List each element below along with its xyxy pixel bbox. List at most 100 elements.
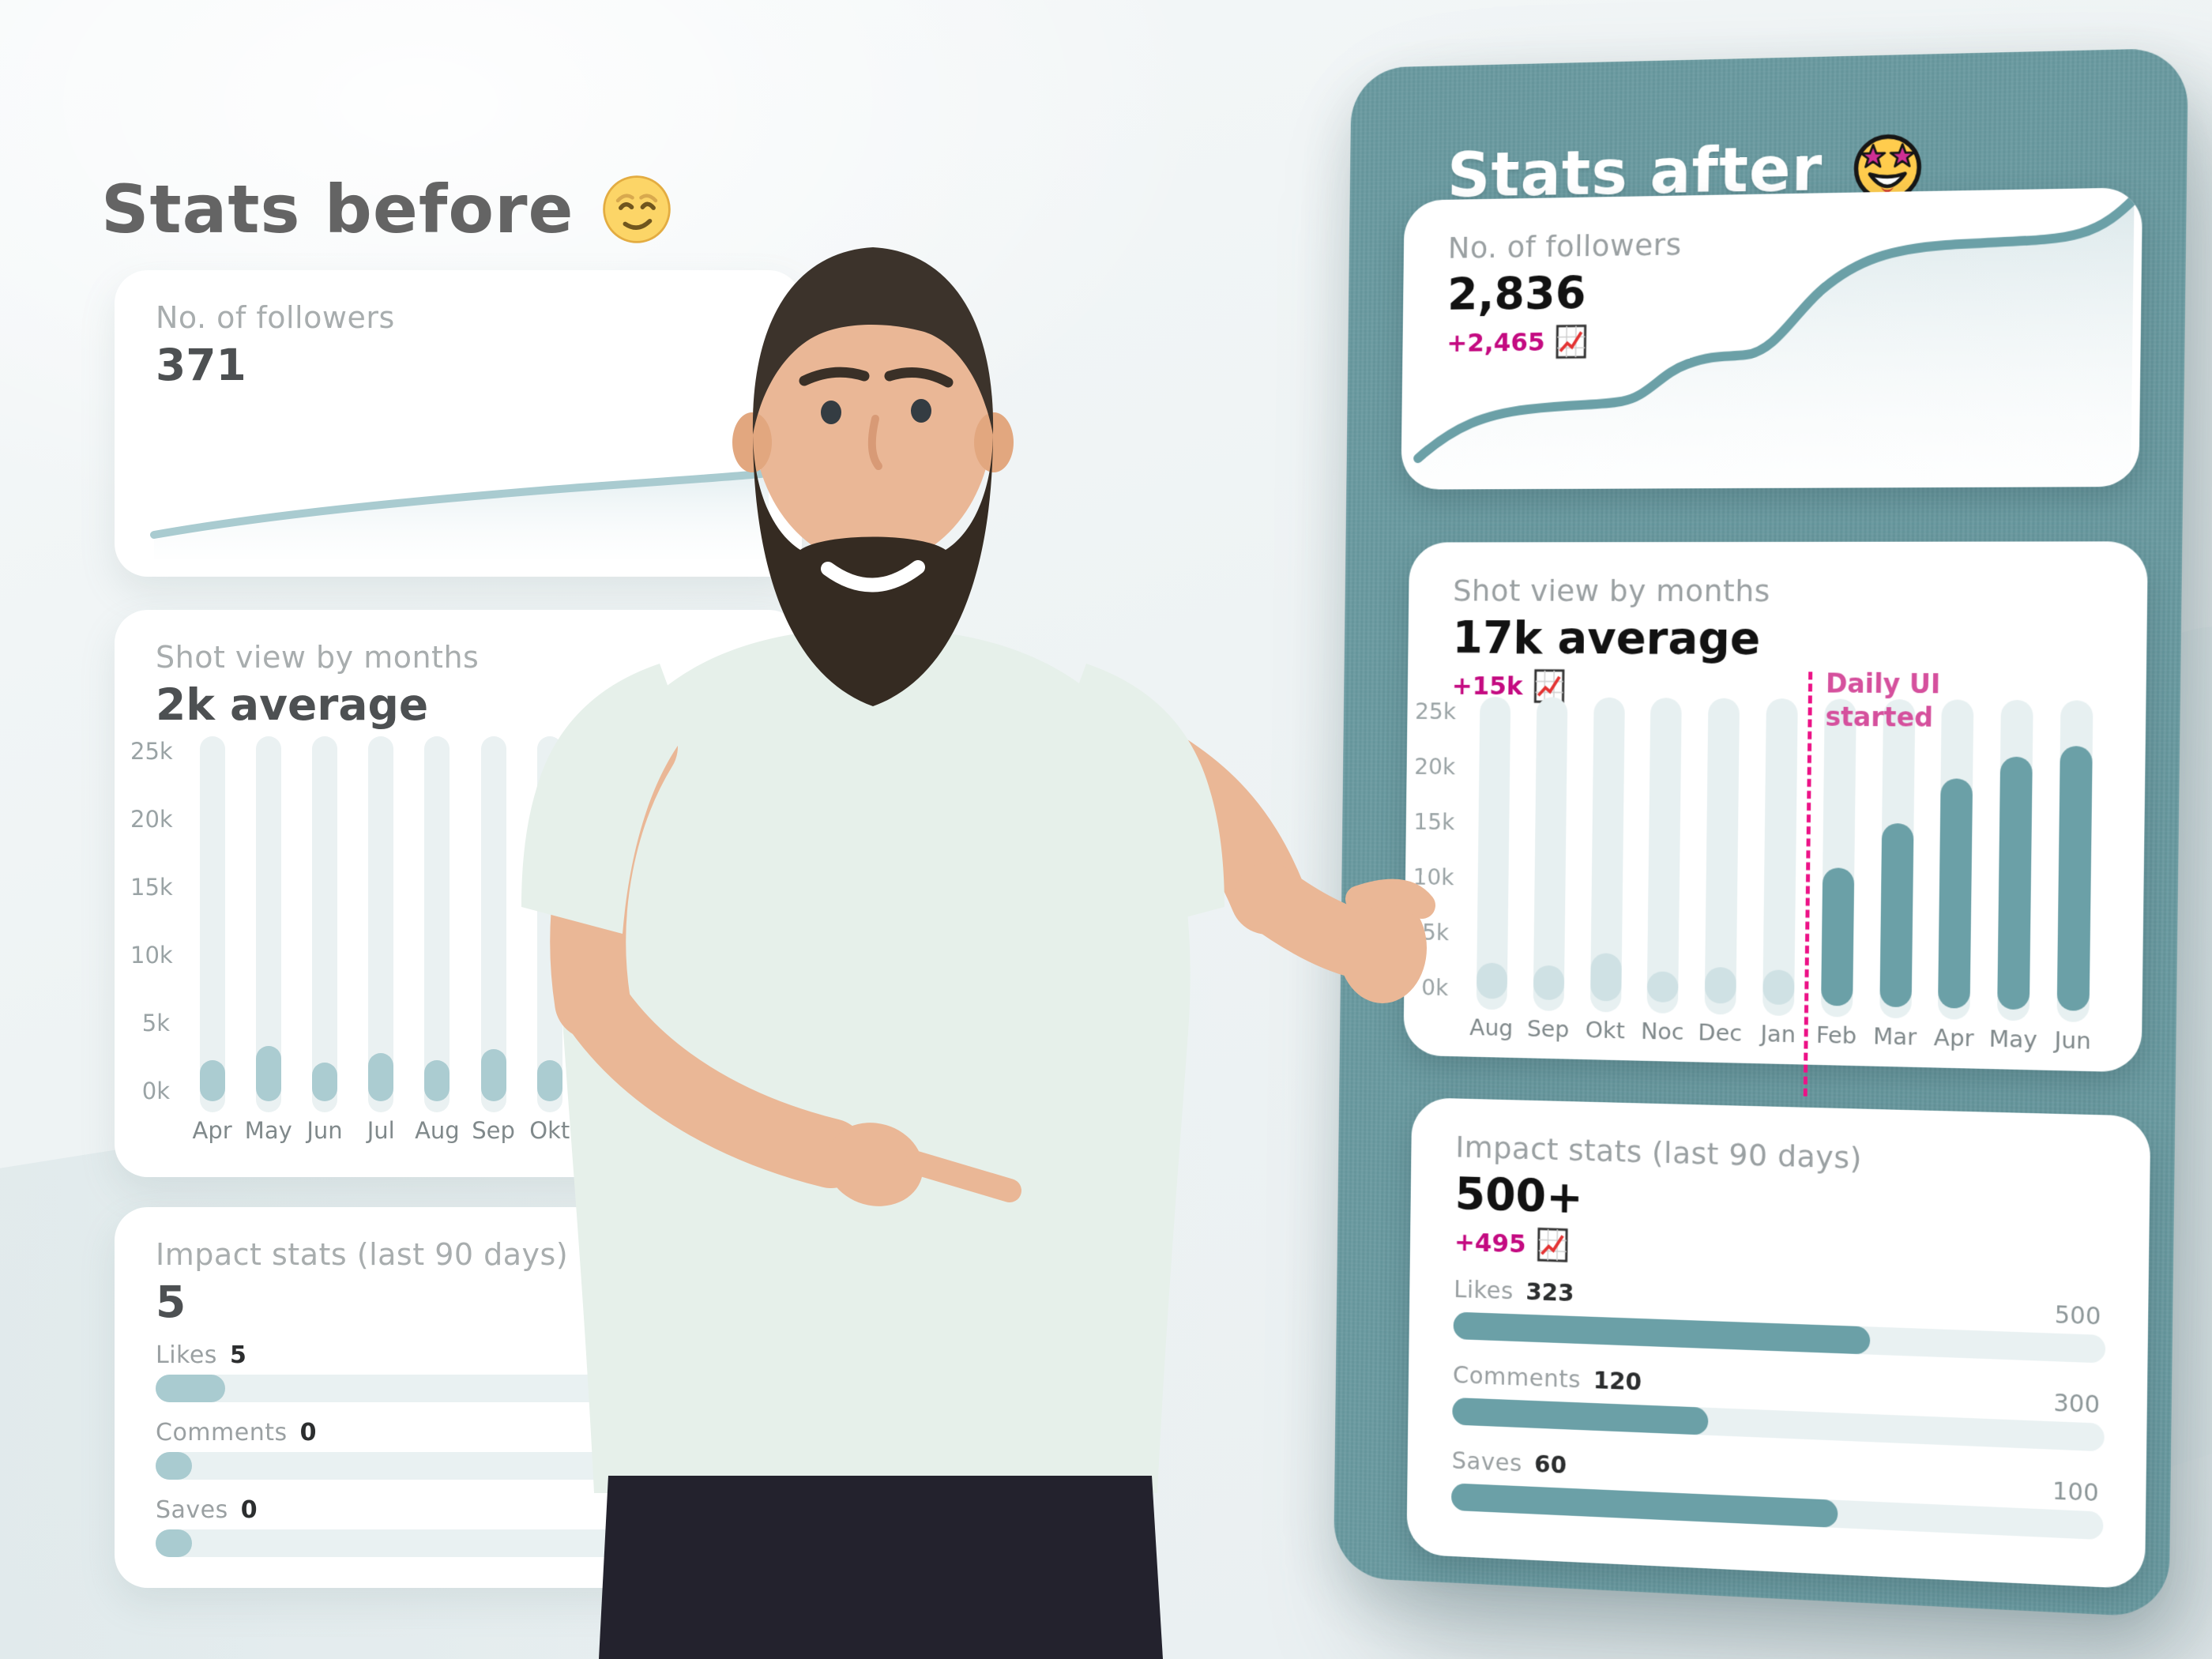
month-label: Noc — [1640, 1018, 1684, 1046]
smirking-face-emoji — [603, 175, 672, 244]
stats-before-title-text: Stats before — [101, 171, 574, 249]
bar-fill — [424, 1059, 450, 1101]
y-tick: 5k — [141, 1010, 170, 1036]
chart-increasing-icon — [1533, 669, 1565, 704]
impact-row-value: 0 — [240, 1496, 258, 1524]
month-label: May — [1988, 1025, 2038, 1054]
bar-track — [312, 736, 337, 1112]
impact-row-value: 0 — [299, 1419, 317, 1446]
y-tick: 25k — [130, 738, 173, 765]
shotview-value: 2k average — [156, 679, 429, 730]
followers-label: No. of followers — [156, 300, 395, 335]
month-label: Dec — [1698, 1018, 1743, 1047]
bar-track — [1533, 697, 1568, 1011]
stats-before-title: Stats before — [101, 171, 673, 248]
bar-fill — [1879, 822, 1914, 1008]
bar-fill — [536, 1059, 562, 1101]
impact-delta-row: +495 — [1454, 1224, 1568, 1262]
bar-fill — [255, 1046, 281, 1101]
month-label: Aug — [415, 1117, 460, 1144]
month-label: Okt — [529, 1117, 570, 1144]
followers-line-chart-before — [150, 469, 773, 559]
impact-fill — [156, 1452, 192, 1480]
person-photo — [521, 247, 1435, 1659]
y-tick: 0k — [141, 1078, 170, 1104]
bar-fill — [368, 1053, 394, 1101]
bar-fill — [2056, 745, 2093, 1011]
bar-fill — [1704, 966, 1737, 1004]
pants — [599, 1476, 1163, 1659]
shotview-label: Shot view by months — [156, 640, 480, 675]
shot-view-bar-chart-after: 25k 20k 15k 10k 5k 0k Aug Sep Okt Noc Dec Jan Feb Mar… — [1411, 668, 2107, 1097]
month-label: Sep — [472, 1117, 515, 1144]
impact-label: Impact stats (last 90 days) — [156, 1237, 569, 1272]
impact-max-label: 100 — [2052, 1477, 2099, 1508]
impact-row-value: 323 — [1525, 1278, 1574, 1308]
month-label: Jan — [1760, 1020, 1796, 1048]
impact-max-label: 500 — [2054, 1301, 2101, 1331]
bar-track — [424, 736, 450, 1112]
bar-fill — [480, 1048, 506, 1101]
month-label: Mar — [1872, 1022, 1917, 1051]
month-label: Apr — [1933, 1023, 1974, 1052]
followers-line-chart-after — [1401, 187, 2142, 490]
bar-fill — [1997, 756, 2033, 1010]
bar-fill — [1762, 969, 1795, 1006]
followers-card-before: No. of followers 371 — [115, 270, 802, 577]
month-label: Apr — [192, 1117, 232, 1144]
bar-fill — [312, 1063, 337, 1101]
daily-ui-annotation: started — [1825, 701, 1934, 733]
stats-after-panel: Stats after No. of followers 2,836 +2,46… — [1333, 47, 2189, 1618]
chart-increasing-icon — [1556, 324, 1587, 359]
impact-rows-after: Likes 323 500 Comments 120 300 Saves 60 100 — [1450, 1276, 2106, 1563]
followers-value: 371 — [156, 340, 246, 390]
month-label: Jun — [2054, 1026, 2092, 1055]
month-label: Feb — [1815, 1021, 1857, 1050]
bar-track — [368, 736, 394, 1112]
bar-fill — [1533, 965, 1565, 1001]
followers-card-after: No. of followers 2,836 +2,465 — [1401, 187, 2143, 490]
bar-fill — [1938, 778, 1973, 1009]
bar-fill — [199, 1059, 225, 1101]
stats-after-title: Stats after — [1446, 131, 1924, 213]
impact-row-value: 5 — [229, 1341, 246, 1369]
y-tick: 20k — [130, 806, 173, 833]
y-tick: 10k — [130, 942, 173, 969]
bar-track — [1762, 698, 1798, 1017]
hand-on-panel — [1338, 893, 1427, 1003]
month-label: Jun — [307, 1117, 343, 1144]
month-label: May — [244, 1117, 292, 1144]
hair — [752, 247, 994, 434]
impact-row-label: Likes — [156, 1341, 217, 1369]
impact-row-value: 120 — [1593, 1367, 1642, 1397]
bar-fill — [1589, 953, 1622, 1002]
impact-value: 5 — [156, 1277, 186, 1327]
impact-label: Impact stats (last 90 days) — [1455, 1129, 1863, 1176]
impact-fill — [1450, 1483, 1838, 1528]
month-label: Jul — [367, 1117, 395, 1144]
bar-track — [199, 736, 225, 1112]
impact-card-after: Impact stats (last 90 days) 500+ +495 Li… — [1406, 1097, 2151, 1589]
bar-fill — [1820, 867, 1855, 1006]
shotview-delta-row: +15k — [1452, 668, 1565, 703]
smile — [821, 560, 925, 592]
y-tick: 15k — [130, 874, 173, 901]
followers-delta-row: +2,465 — [1446, 324, 1587, 359]
impact-fill — [156, 1529, 192, 1557]
impact-row-label: Comments — [156, 1419, 288, 1446]
impact-row-value: 60 — [1534, 1450, 1567, 1480]
chart-increasing-icon — [1537, 1227, 1568, 1262]
impact-fill — [1453, 1311, 1871, 1355]
beard — [753, 431, 993, 706]
pointing-finger — [905, 1151, 1021, 1202]
daily-ui-annotation: Daily UI — [1825, 668, 1941, 700]
tshirt — [561, 628, 1191, 1493]
impact-row-label: Saves — [156, 1496, 228, 1524]
impact-max-label: 300 — [2053, 1389, 2101, 1420]
bar-track — [1646, 698, 1683, 1014]
impact-fill — [156, 1375, 225, 1402]
month-label: Sep — [1526, 1014, 1570, 1043]
month-label: Okt — [1585, 1016, 1625, 1044]
star-struck-emoji — [1851, 131, 1925, 205]
